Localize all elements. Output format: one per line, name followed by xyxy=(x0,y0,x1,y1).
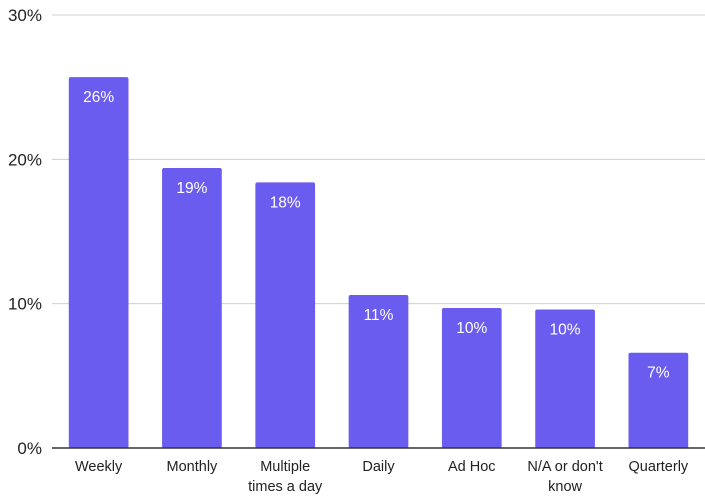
data-labels: 26% 19% 18% 11% 10% 10% 7% xyxy=(83,89,670,382)
data-label: 10% xyxy=(456,320,487,337)
y-tick-label: 30% xyxy=(8,6,42,25)
bar xyxy=(441,307,502,448)
category-label: N/A or don't know xyxy=(527,459,602,495)
data-label: 18% xyxy=(270,194,301,211)
data-label: 7% xyxy=(647,365,670,382)
category-label: Weekly xyxy=(75,459,123,475)
category-label-line: N/A or don't xyxy=(527,459,602,475)
y-tick-label: 20% xyxy=(8,150,42,169)
category-label-line: Monthly xyxy=(167,459,219,475)
category-label-line: know xyxy=(548,479,582,495)
category-label-line: Quarterly xyxy=(629,459,689,475)
category-label: Multiple times a day xyxy=(248,459,323,495)
data-label: 26% xyxy=(83,89,114,106)
data-label: 19% xyxy=(176,180,207,197)
category-label-line: times a day xyxy=(248,479,323,495)
bar xyxy=(628,352,689,448)
category-label-line: Multiple xyxy=(260,459,310,475)
bar xyxy=(348,295,409,448)
y-axis: 0% 10% 20% 30% xyxy=(8,6,42,458)
bars xyxy=(68,77,689,449)
grid-layer xyxy=(52,14,705,305)
category-label: Quarterly xyxy=(629,459,689,475)
y-tick-label: 10% xyxy=(8,295,42,314)
category-label-line: Ad Hoc xyxy=(448,459,496,475)
data-label: 11% xyxy=(364,307,394,324)
data-label: 10% xyxy=(550,321,581,338)
category-label-line: Daily xyxy=(362,459,395,475)
bar xyxy=(535,309,595,448)
category-label-line: Weekly xyxy=(75,459,123,475)
x-axis: Weekly Monthly Multiple times a day Daily Ad … xyxy=(75,459,689,495)
category-label: Monthly xyxy=(167,459,219,475)
bar xyxy=(68,77,129,449)
category-label: Daily xyxy=(362,459,395,475)
category-label: Ad Hoc xyxy=(448,459,496,475)
bar xyxy=(255,182,316,448)
y-tick-label: 0% xyxy=(17,439,42,458)
bar xyxy=(162,167,222,448)
